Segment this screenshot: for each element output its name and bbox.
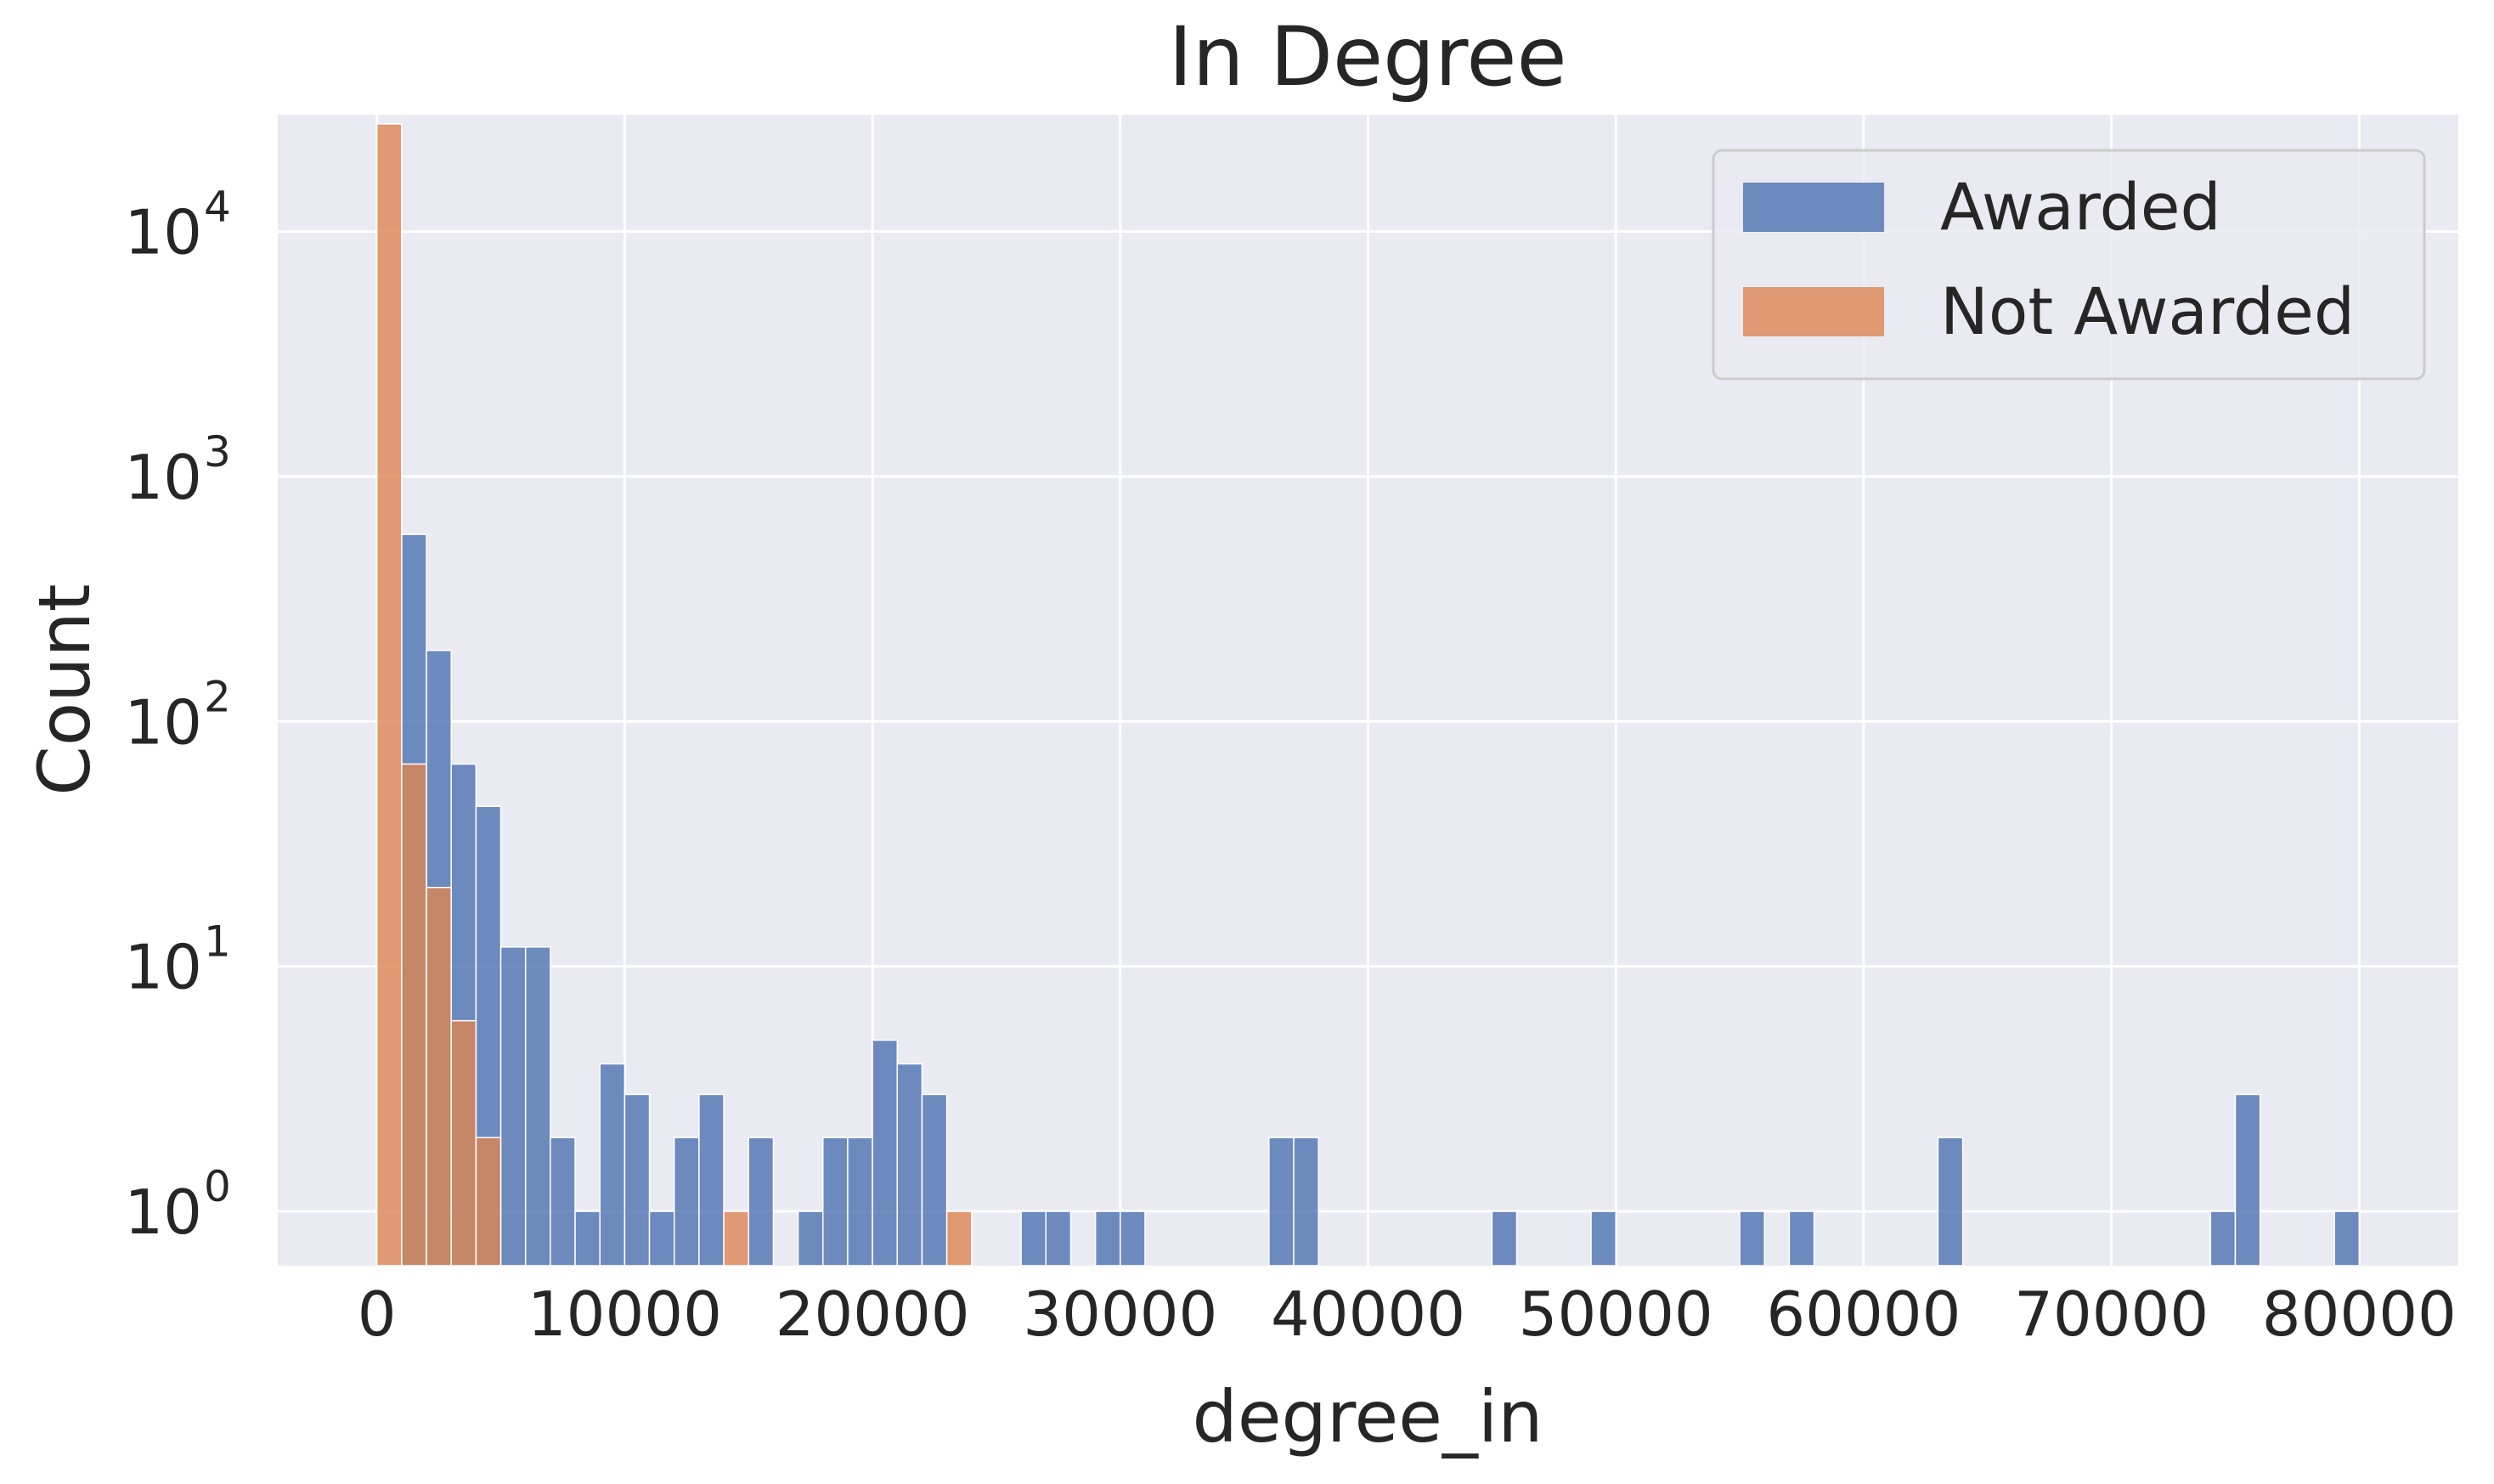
x-tick-label-5: 50000 — [1519, 1278, 1713, 1350]
bar-not-awarded-1 — [401, 763, 427, 1267]
legend-label-awarded: Awarded — [1940, 169, 2221, 245]
bar-not-awarded-6 — [945, 1210, 973, 1267]
bar-awarded-27 — [1590, 1210, 1617, 1267]
bar-awarded-25 — [1293, 1137, 1319, 1267]
bar-awarded-19 — [921, 1093, 948, 1267]
bar-awarded-14 — [797, 1210, 824, 1267]
y-tick-exponent-1: 1 — [204, 917, 231, 967]
x-tick-label-8: 80000 — [2262, 1278, 2457, 1350]
y-axis-label: Count — [23, 584, 106, 795]
bar-awarded-23 — [1120, 1210, 1146, 1267]
legend-box — [1712, 149, 2426, 381]
x-axis-label: degree_in — [1193, 1375, 1543, 1459]
bar-awarded-9 — [624, 1093, 651, 1267]
bar-awarded-18 — [896, 1063, 923, 1267]
bar-awarded-16 — [847, 1137, 873, 1267]
bar-not-awarded-5 — [723, 1210, 749, 1267]
x-tick-label-6: 60000 — [1766, 1278, 1961, 1350]
x-tick-label-1: 10000 — [528, 1278, 722, 1350]
bar-awarded-26 — [1491, 1210, 1518, 1267]
bar-not-awarded-2 — [426, 887, 452, 1267]
bar-awarded-20 — [1020, 1210, 1047, 1267]
bar-awarded-12 — [698, 1093, 725, 1267]
legend-label-not-awarded: Not Awarded — [1940, 274, 2355, 349]
bar-awarded-21 — [1045, 1210, 1072, 1267]
y-tick-label-0: 10 — [124, 1176, 202, 1248]
bar-awarded-32 — [2234, 1093, 2261, 1267]
legend-swatch-awarded — [1743, 183, 1884, 232]
bar-awarded-13 — [748, 1137, 775, 1267]
bar-awarded-11 — [673, 1137, 700, 1267]
y-tick-label-3: 10 — [124, 442, 202, 513]
y-tick-label-1: 10 — [124, 932, 202, 1003]
x-tick-labels: 0 10000 20000 30000 40000 50000 60000 70000 8000… — [358, 1278, 2457, 1350]
bar-not-awarded-0 — [375, 123, 403, 1267]
x-tick-label-7: 70000 — [2014, 1278, 2209, 1350]
bar-awarded-6 — [550, 1137, 576, 1267]
bar-awarded-4 — [499, 946, 527, 1267]
bar-awarded-8 — [599, 1063, 626, 1267]
x-tick-label-0: 0 — [358, 1278, 397, 1350]
x-tick-label-4: 40000 — [1271, 1278, 1465, 1350]
y-tick-label-4: 10 — [124, 197, 202, 268]
bar-not-awarded-4 — [475, 1137, 502, 1267]
y-tick-exponent-0: 0 — [204, 1162, 231, 1211]
y-tick-label-2: 10 — [124, 686, 202, 758]
bar-awarded-28 — [1739, 1210, 1765, 1267]
bar-awarded-33 — [2333, 1210, 2361, 1267]
bar-awarded-31 — [2209, 1210, 2237, 1267]
y-tick-exponent-2: 2 — [204, 672, 231, 721]
bar-awarded-22 — [1094, 1210, 1121, 1267]
legend: Awarded Not Awarded — [1712, 149, 2426, 381]
x-tick-label-2: 20000 — [776, 1278, 970, 1350]
bar-awarded-17 — [872, 1039, 899, 1267]
bar-awarded-30 — [1937, 1137, 1964, 1267]
bar-awarded-29 — [1788, 1210, 1815, 1267]
x-tick-label-3: 30000 — [1023, 1278, 1217, 1350]
bar-awarded-5 — [524, 946, 551, 1267]
y-tick-exponent-3: 3 — [204, 427, 231, 477]
bar-not-awarded-3 — [450, 1019, 477, 1267]
bar-awarded-15 — [822, 1137, 849, 1267]
bar-awarded-10 — [648, 1210, 675, 1267]
bar-awarded-7 — [574, 1210, 601, 1267]
y-tick-exponent-4: 4 — [204, 183, 231, 232]
chart-title: In Degree — [1168, 9, 1566, 104]
bars — [375, 123, 2361, 1267]
bar-awarded-24 — [1268, 1137, 1295, 1267]
legend-swatch-not-awarded — [1743, 287, 1884, 336]
